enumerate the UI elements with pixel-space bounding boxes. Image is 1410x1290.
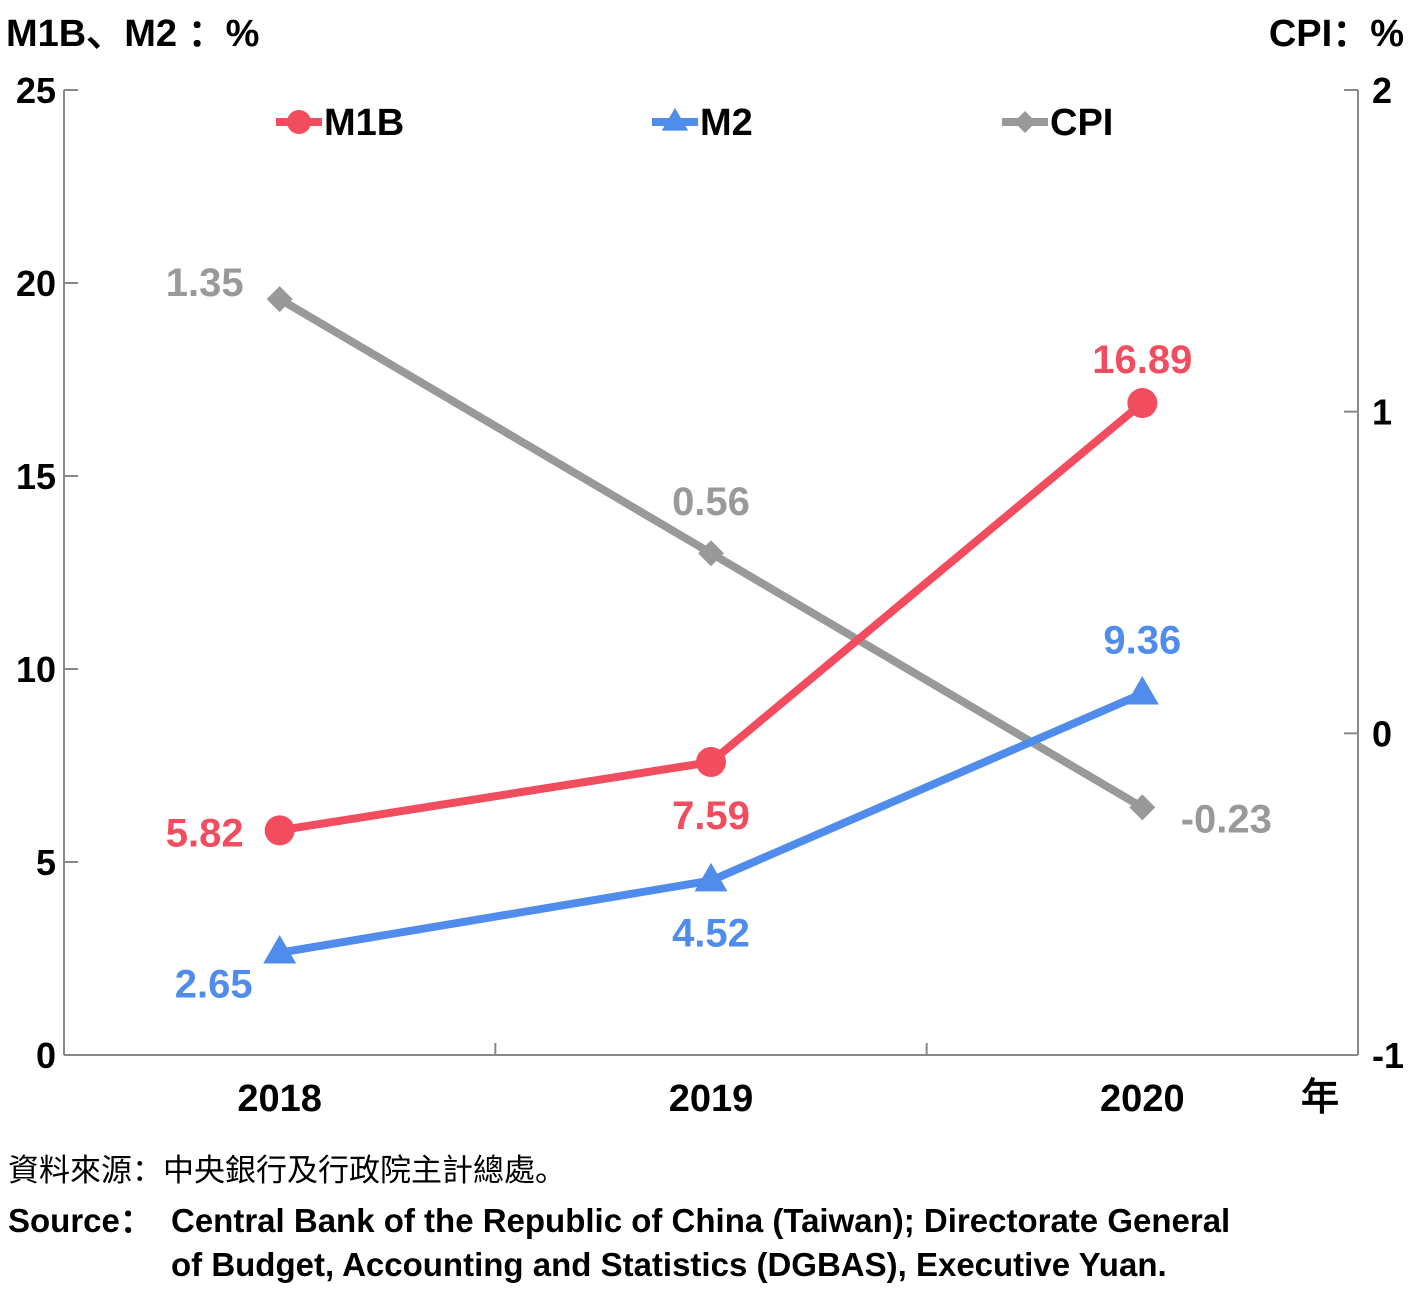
right-axis-title: CPI：% [1269, 13, 1404, 55]
axes: 0 5 10 15 20 25 -1 0 1 2 2018 2019 2020 [16, 70, 1404, 1120]
cpi-marker [1129, 794, 1156, 821]
y-right-tick-label: 2 [1372, 70, 1392, 111]
x-unit-label: 年 [1301, 1077, 1339, 1119]
left-axis-title: M1B、M2 ：% [6, 13, 259, 55]
data-label-cpi: -0.23 [1181, 797, 1272, 841]
legend-label-m1b: M1B [324, 102, 404, 144]
data-label-cpi: 0.56 [672, 480, 750, 524]
x-tick-label: 2018 [237, 1078, 322, 1120]
data-label-m2: 4.52 [672, 912, 750, 956]
cpi-marker [266, 286, 293, 313]
data-label-m1b: 5.82 [166, 811, 244, 855]
m1b-marker [287, 110, 311, 134]
cpi-marker [698, 540, 724, 567]
source-note-line-2: of Budget, Accounting and Statistics (DG… [171, 1246, 1167, 1283]
y-left-tick-label: 0 [36, 1035, 56, 1076]
cpi-marker [1014, 111, 1036, 133]
series-layer [263, 286, 1159, 964]
y-right-tick-label: 1 [1372, 392, 1392, 433]
data-label-m1b: 7.59 [672, 794, 750, 838]
data-label-cpi: 1.35 [166, 261, 244, 305]
y-left-tick-label: 5 [36, 842, 56, 883]
data-label-m2: 9.36 [1103, 619, 1181, 663]
m1b-marker [1127, 388, 1158, 419]
y-right-tick-label: 0 [1372, 713, 1392, 754]
legend-label-cpi: CPI [1050, 102, 1113, 144]
y-left-tick-label: 20 [16, 263, 56, 304]
m1b-marker [696, 747, 726, 778]
m2-marker [1125, 676, 1159, 705]
m1b-marker [264, 815, 295, 846]
data-label-m1b: 16.89 [1092, 338, 1192, 382]
m2-marker [263, 935, 297, 964]
y-left-tick-label: 15 [16, 456, 56, 497]
y-left-tick-label: 25 [16, 70, 56, 111]
chart: M1B、M2 ：% CPI：% 年 0 5 10 15 20 25 -1 0 1 2 2018 201… [6, 13, 1404, 1120]
source-note-chinese: 資料來源：中央銀行及行政院主計總處。 [8, 1153, 566, 1189]
m2-marker [661, 107, 689, 131]
data-labels: 5.82 7.59 16.89 2.65 4.52 9.36 1.35 0.56 -0.23 [166, 261, 1272, 1007]
legend: M1B M2 CPI [276, 102, 1113, 144]
source-note-line-1: Central Bank of the Republic of China (T… [171, 1202, 1231, 1239]
x-tick-label: 2019 [669, 1078, 754, 1120]
m2-marker [694, 862, 728, 892]
source-label: Source： [8, 1202, 153, 1239]
data-label-m2: 2.65 [175, 963, 253, 1007]
x-tick-label: 2020 [1100, 1078, 1185, 1120]
y-right-tick-label: -1 [1372, 1035, 1404, 1076]
legend-label-m2: M2 [700, 102, 753, 144]
y-left-tick-label: 10 [16, 649, 56, 690]
